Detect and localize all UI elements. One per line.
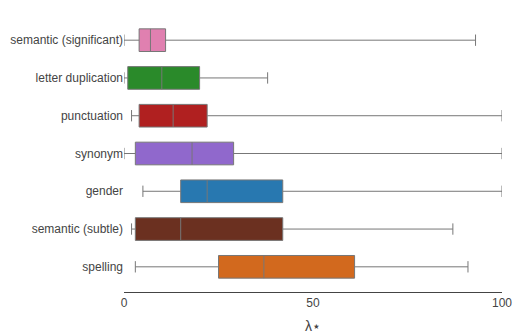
svg-text:λ⋆: λ⋆ — [305, 318, 321, 334]
svg-text:100: 100 — [492, 296, 512, 310]
svg-text:0: 0 — [121, 296, 128, 310]
svg-text:gender: gender — [86, 184, 123, 198]
svg-text:semantic (significant): semantic (significant) — [10, 33, 123, 47]
svg-text:semantic (subtle): semantic (subtle) — [32, 222, 123, 236]
svg-text:punctuation: punctuation — [61, 109, 123, 123]
svg-text:spelling: spelling — [82, 260, 123, 274]
svg-text:letter duplication: letter duplication — [36, 71, 123, 85]
svg-text:50: 50 — [306, 296, 320, 310]
svg-text:synonym: synonym — [75, 147, 123, 161]
